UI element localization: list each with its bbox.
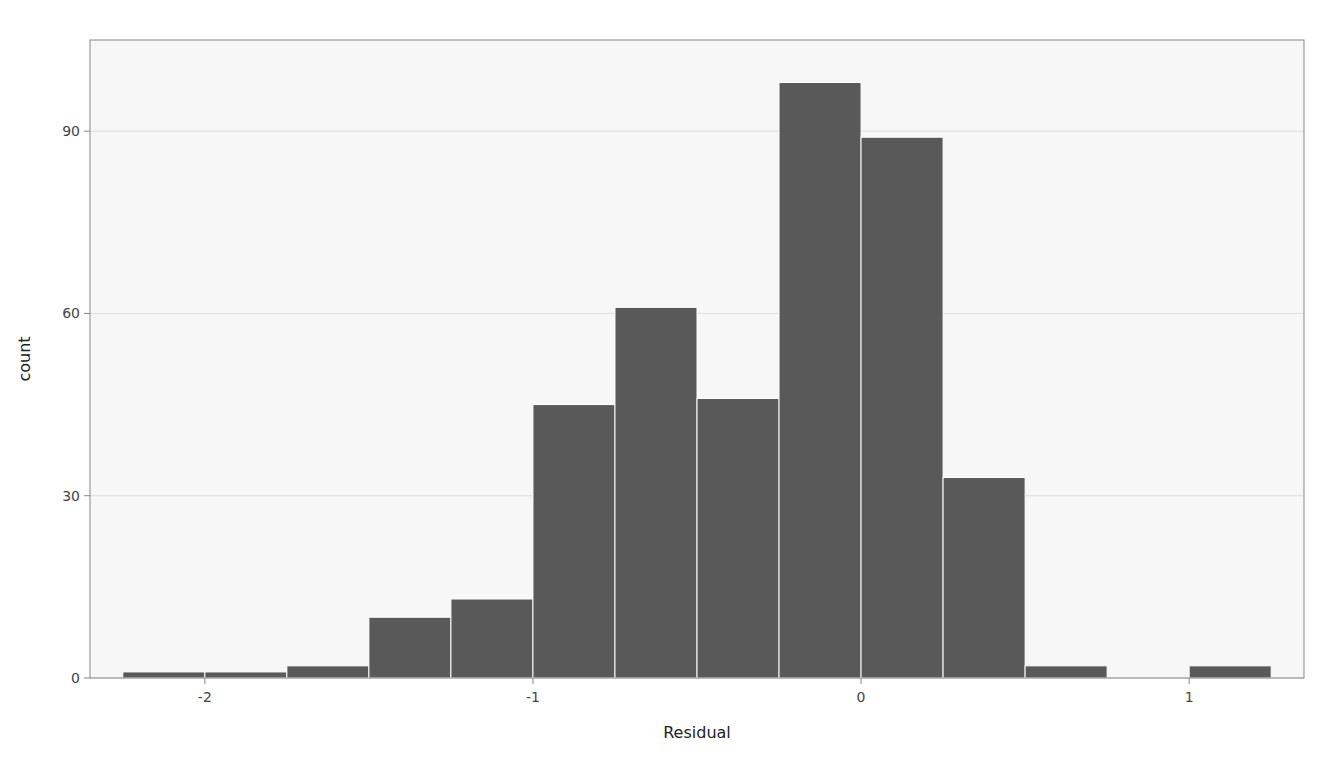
y-tick	[84, 313, 90, 314]
plot-frame	[90, 40, 1304, 678]
bar	[451, 599, 533, 678]
bar	[205, 672, 287, 678]
bar	[123, 672, 205, 678]
bars	[123, 83, 1271, 678]
y-tick-label: 90	[62, 123, 80, 139]
page: {"chart_data": {"type": "histogram", "xl…	[0, 0, 1344, 768]
x-tick	[1189, 678, 1190, 684]
chart-container: -2 -1 0 1 0 30 60 90 Residual count	[0, 0, 1344, 768]
x-tick-label: 0	[857, 689, 866, 705]
x-tick-label: -2	[198, 689, 212, 705]
bar	[697, 398, 779, 678]
y-tick-label: 60	[62, 305, 80, 321]
y-axis-label: count	[15, 336, 34, 381]
bar	[779, 83, 861, 678]
y-tick	[84, 678, 90, 679]
y-tick	[84, 131, 90, 132]
y-tick-label: 0	[71, 670, 80, 686]
plot-background	[90, 40, 1304, 678]
y-tick-label: 30	[62, 488, 80, 504]
bar	[1189, 666, 1271, 678]
y-tick	[84, 495, 90, 496]
x-tick-label: -1	[526, 689, 540, 705]
y-axis: 0 30 60 90	[62, 123, 90, 686]
x-tick	[532, 678, 533, 684]
bar	[533, 405, 615, 678]
x-tick	[861, 678, 862, 684]
bar	[287, 666, 369, 678]
x-tick-label: 1	[1185, 689, 1194, 705]
chart-svg: -2 -1 0 1 0 30 60 90 Residual count	[0, 0, 1344, 768]
bar	[861, 137, 943, 678]
x-axis: -2 -1 0 1	[198, 678, 1194, 705]
x-tick	[204, 678, 205, 684]
bar	[615, 307, 697, 678]
grid	[90, 131, 1304, 678]
bar	[369, 617, 451, 678]
bar	[1025, 666, 1107, 678]
bar	[943, 477, 1025, 678]
grid-line	[90, 131, 1304, 132]
x-axis-label: Residual	[663, 723, 731, 742]
